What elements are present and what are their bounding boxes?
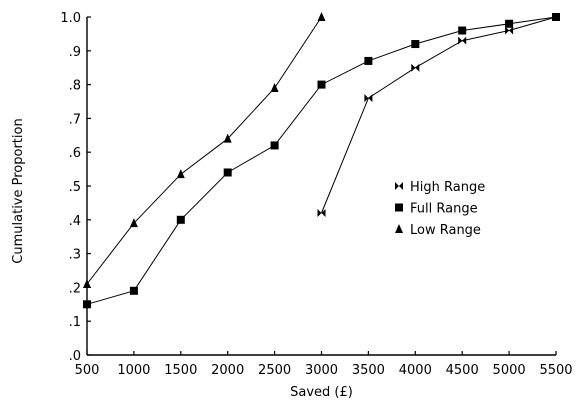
legend-marker (395, 224, 403, 233)
x-tick-label: 1500 (164, 363, 197, 378)
legend-marker (395, 203, 403, 212)
x-tick-label: 1000 (117, 363, 150, 378)
x-tick-label: 3500 (352, 363, 385, 378)
y-axis-title: Cumulative Proportion (11, 118, 26, 263)
y-tick-label: .4 (69, 214, 81, 229)
data-point (83, 300, 91, 309)
x-tick-label: 5000 (493, 363, 526, 378)
data-point (505, 19, 514, 28)
data-point (458, 36, 467, 45)
series-line (321, 16, 557, 214)
y-tick-label: .7 (69, 112, 81, 127)
data-point (505, 26, 514, 35)
data-point (552, 13, 560, 21)
data-point (270, 141, 279, 150)
legend: High Range Full Range Low Range (395, 180, 485, 238)
y-tick-label: .8 (69, 79, 81, 94)
series-layer (83, 12, 560, 309)
legend-item: Full Range (395, 202, 478, 217)
x-tick-label: 5500 (539, 363, 572, 378)
legend-label: High Range (410, 180, 485, 195)
data-point (176, 215, 185, 224)
data-point (364, 56, 373, 65)
x-tick-label: 2000 (211, 363, 244, 378)
x-tick-label: 2500 (258, 363, 291, 378)
x-tick-label: 4500 (446, 363, 479, 378)
data-point (411, 40, 420, 49)
data-point (83, 279, 91, 289)
series-triangle (83, 12, 326, 289)
legend-item: Low Range (395, 223, 481, 238)
data-point (317, 12, 326, 21)
series-line (86, 16, 322, 285)
y-tick-label: .2 (69, 281, 81, 296)
data-point (129, 218, 138, 228)
x-axis-title: Saved (£) (290, 385, 353, 400)
y-tick-label: 1.0 (60, 11, 81, 26)
series-line (86, 16, 557, 305)
legend-label: Low Range (410, 223, 481, 238)
axes: .0 .1 .2 .3 .4 .5 .6 .7 .8 .9 1.0 500 1000 1500 2000 25… (60, 11, 572, 378)
data-point (176, 169, 185, 179)
y-tick-label: .5 (69, 180, 81, 195)
y-tick-label: .9 (69, 45, 81, 60)
data-point (270, 82, 279, 92)
x-tick-label: 4000 (399, 363, 432, 378)
series-square (83, 13, 560, 309)
y-tick-label: .0 (69, 349, 81, 364)
data-point (411, 63, 420, 72)
x-tick-label: 500 (75, 363, 100, 378)
data-point (223, 168, 232, 177)
x-tick-label: 3000 (305, 363, 338, 378)
data-point (129, 286, 138, 295)
y-tick-label: .1 (69, 315, 81, 330)
legend-label: Full Range (410, 202, 478, 217)
data-point (317, 80, 326, 89)
legend-item: High Range (395, 180, 485, 195)
y-tick-label: .6 (69, 146, 81, 161)
legend-marker (395, 182, 403, 190)
data-point (458, 26, 467, 35)
data-point (317, 209, 326, 218)
data-point (223, 133, 232, 143)
y-tick-label: .3 (69, 248, 81, 263)
data-point (364, 94, 373, 103)
